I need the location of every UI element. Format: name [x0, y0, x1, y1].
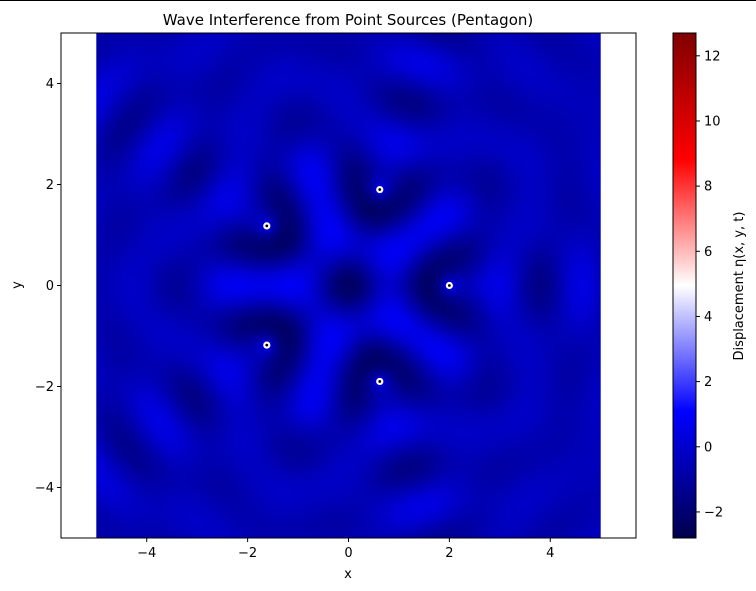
y-tick-label: −4	[35, 481, 54, 496]
colorbar-label: Displacement η(x, y, t)	[732, 212, 747, 361]
y-tick-label: 4	[46, 77, 54, 92]
plot-area	[60, 32, 637, 539]
x-tick-label: 2	[445, 546, 453, 561]
x-tick-label: −4	[137, 546, 156, 561]
colorbar-ticks: −2 0 2 4 6 8 10 12	[696, 49, 723, 520]
sources-layer	[263, 185, 453, 386]
colorbar: −2 0 2 4 6 8 10 12 Displacement η(x, y, t)	[672, 32, 747, 539]
colorbar-gradient	[673, 33, 696, 538]
x-axis: −4 −2 0 2 4	[137, 538, 554, 561]
top-border-line	[0, 0, 756, 1]
x-tick-label: 4	[546, 546, 554, 561]
y-tick-label: −2	[35, 380, 54, 395]
colorbar-tick-label: 2	[704, 375, 712, 390]
colorbar-tick-label: −2	[704, 505, 723, 520]
x-tick-label: −2	[238, 546, 257, 561]
chart-title: Wave Interference from Point Sources (Pe…	[163, 11, 534, 29]
source-point-center	[447, 284, 451, 287]
source-point-center	[378, 188, 382, 191]
source-point-center	[265, 343, 269, 347]
colorbar-frame	[672, 32, 697, 539]
source-point-center	[378, 380, 382, 383]
colorbar-tick-label: 10	[704, 114, 721, 129]
y-tick-label: 0	[46, 279, 54, 294]
x-tick-label: 0	[344, 546, 352, 561]
x-axis-label: x	[344, 567, 352, 582]
source-point-center	[265, 224, 269, 228]
colorbar-tick-label: 6	[704, 245, 712, 260]
colorbar-tick-label: 0	[704, 440, 712, 455]
colorbar-tick-label: 8	[704, 180, 712, 195]
y-axis-label: y	[10, 281, 25, 289]
y-tick-label: 2	[46, 178, 54, 193]
y-axis: −4 −2 0 2 4	[35, 77, 61, 496]
colorbar-tick-label: 12	[704, 49, 721, 64]
colorbar-tick-label: 4	[704, 310, 712, 325]
wave-field-heatmap	[96, 33, 601, 538]
